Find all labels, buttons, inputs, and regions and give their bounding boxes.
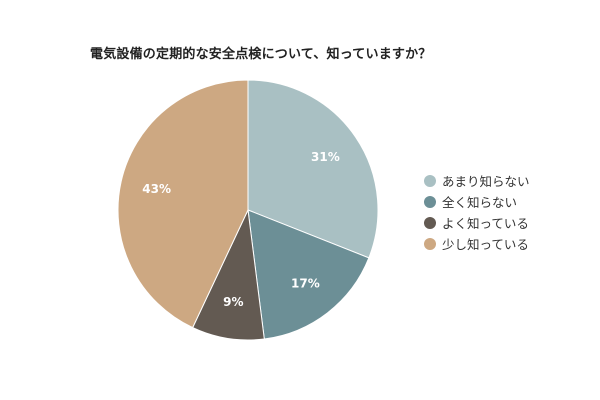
pie-slice[interactable] xyxy=(117,79,249,329)
legend-item[interactable]: 少し知っている xyxy=(424,233,530,254)
legend-swatch xyxy=(424,216,436,229)
legend-swatch xyxy=(424,195,436,208)
pie-slice[interactable] xyxy=(247,79,379,259)
legend-item[interactable]: あまり知らない xyxy=(424,170,530,191)
legend-label: 少し知っている xyxy=(442,237,529,252)
chart-legend: あまり知らない 全く知らない よく知っている 少し知っている xyxy=(424,170,530,254)
legend-item[interactable]: よく知っている xyxy=(424,212,530,233)
legend-item[interactable]: 全く知らない xyxy=(424,191,530,212)
slice-data-label: 9% xyxy=(223,295,243,309)
chart-title: 電気設備の定期的な安全点検について、知っていますか？ xyxy=(90,47,432,62)
slice-data-label: 43% xyxy=(142,182,171,196)
slice-data-label: 31% xyxy=(311,150,340,164)
slice-data-label: 17% xyxy=(291,276,320,290)
legend-swatch xyxy=(424,237,436,250)
legend-label: あまり知らない xyxy=(442,174,530,189)
pie-slice[interactable] xyxy=(247,209,370,340)
legend-label: 全く知らない xyxy=(442,195,518,210)
legend-label: よく知っている xyxy=(442,216,529,231)
legend-swatch xyxy=(424,174,436,187)
